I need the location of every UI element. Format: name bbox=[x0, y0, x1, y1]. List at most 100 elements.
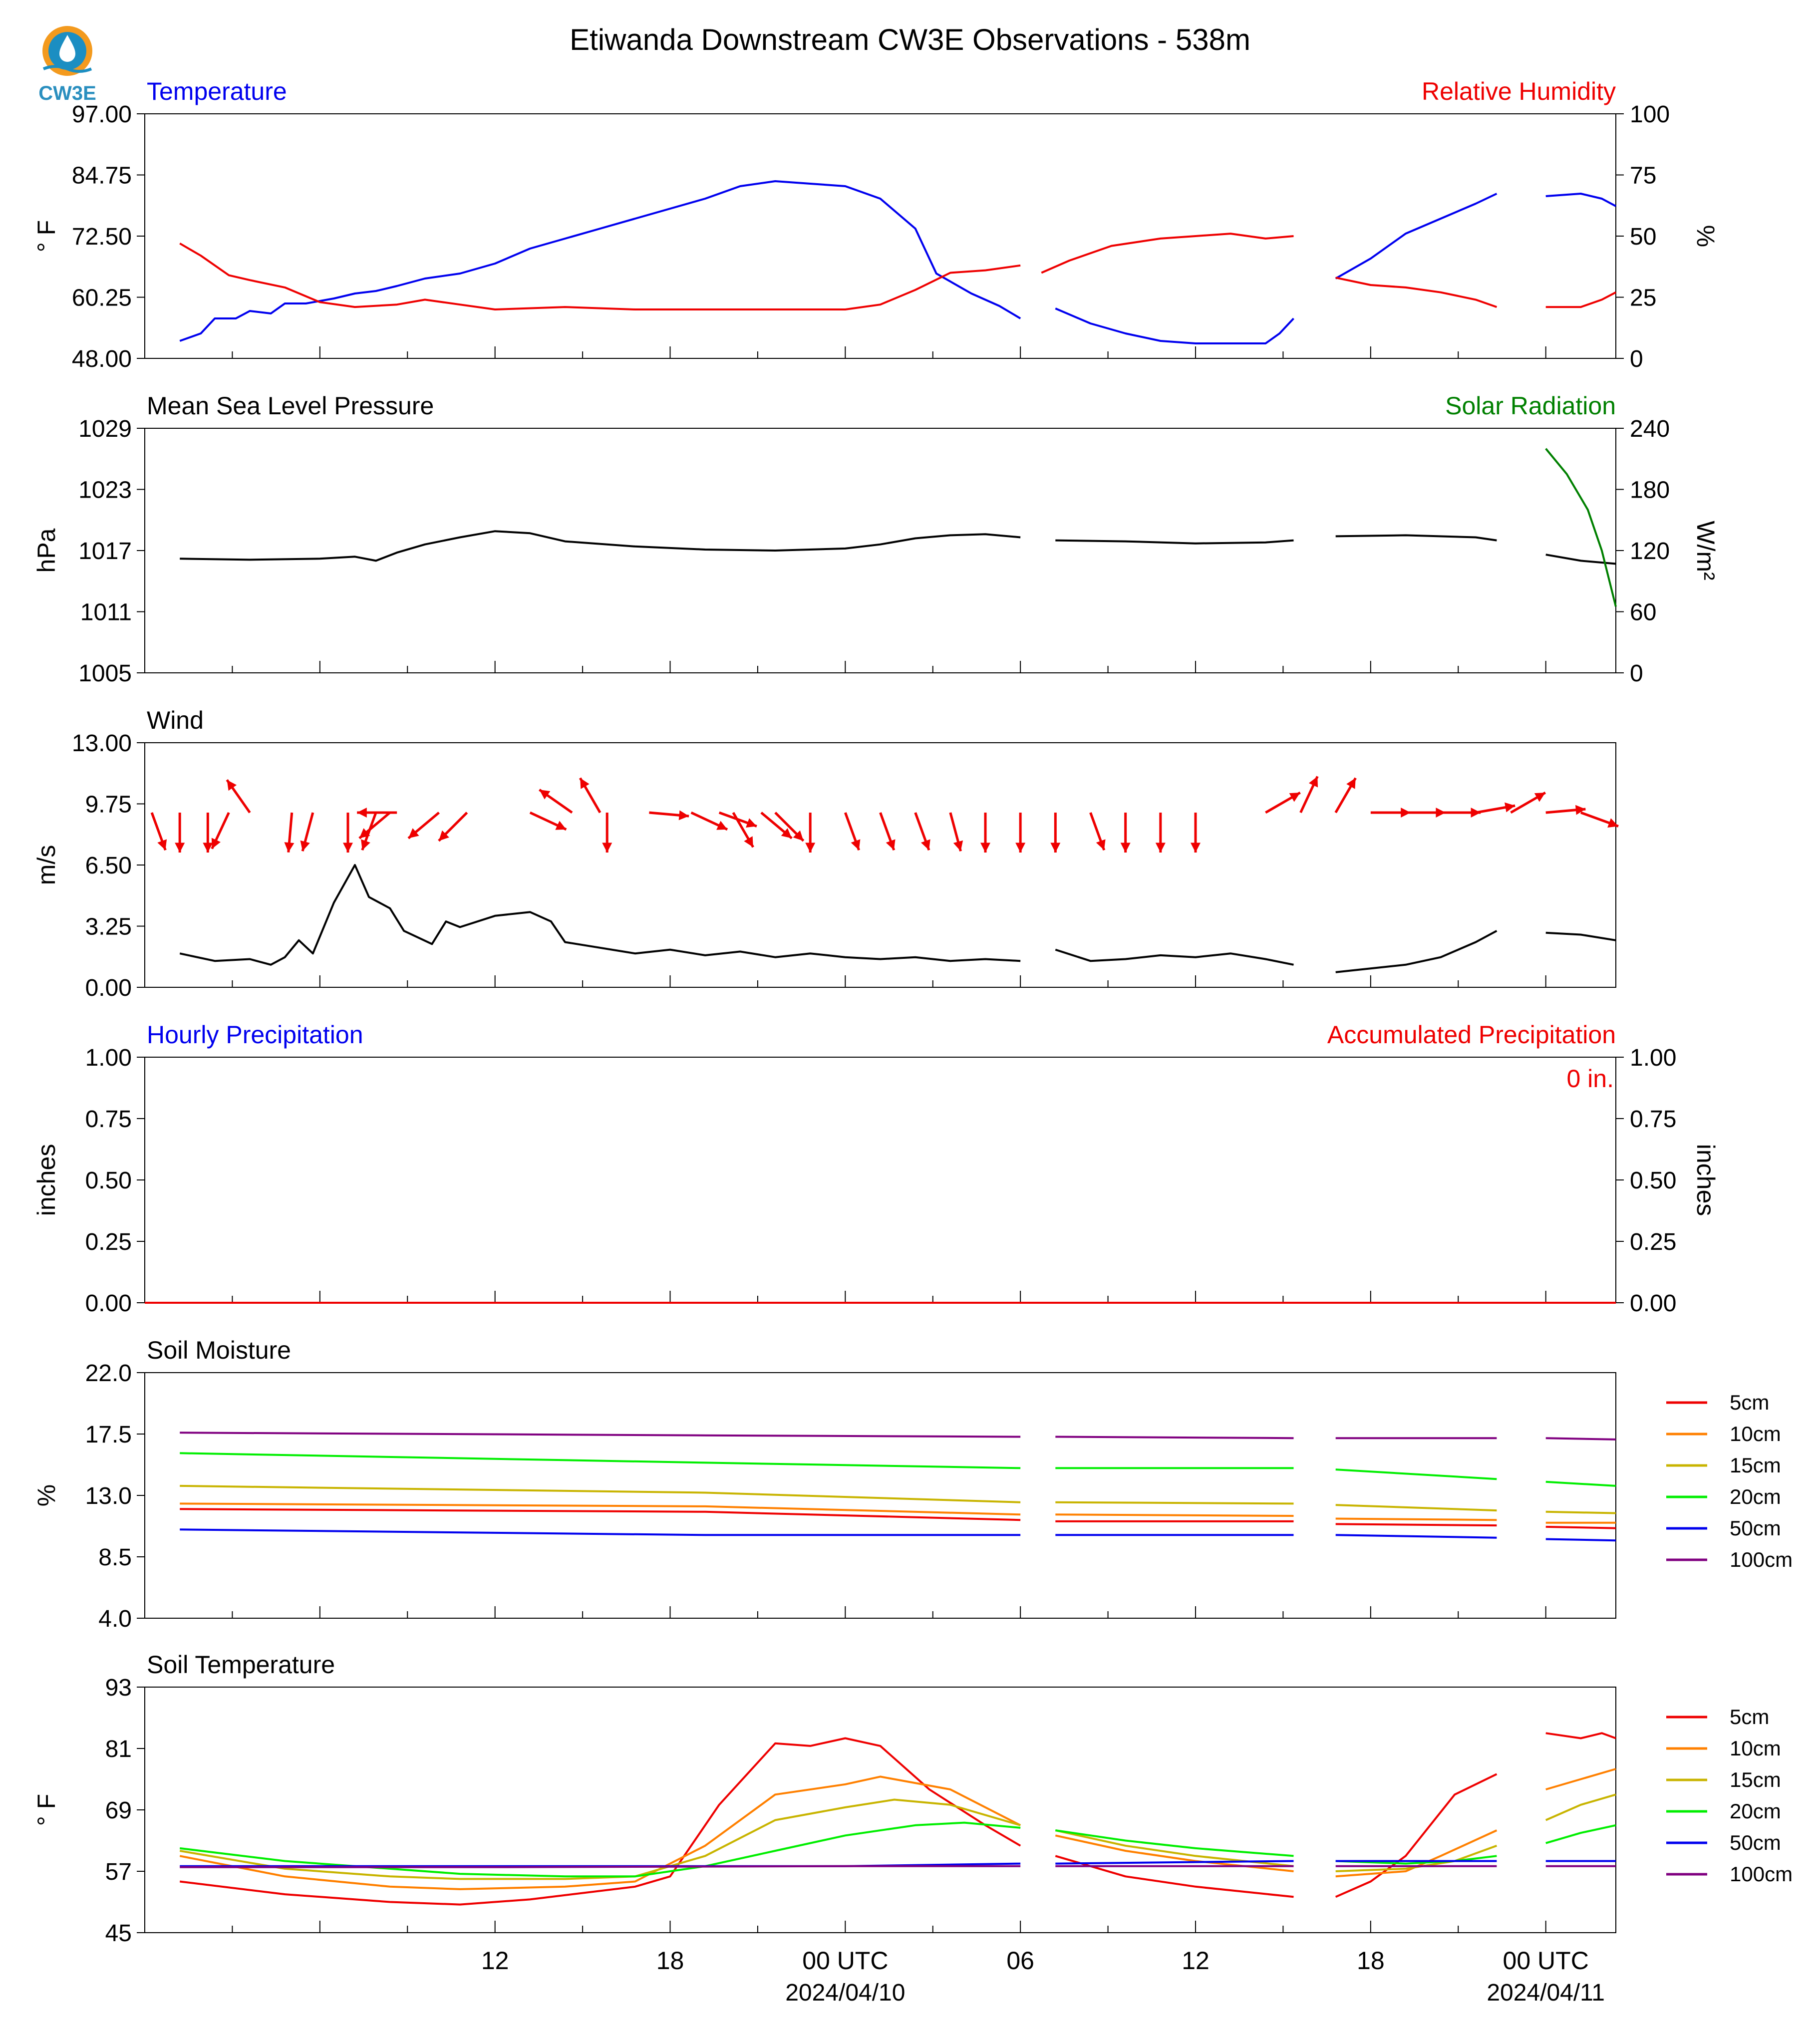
panel-frame bbox=[144, 1057, 1616, 1303]
wind-arrow-head bbox=[539, 790, 551, 800]
panel-title-right: Accumulated Precipitation bbox=[1327, 1021, 1616, 1049]
panel-title: Mean Sea Level Pressure bbox=[147, 392, 434, 420]
series-line-temperature bbox=[1545, 193, 1616, 207]
y-tick-label: 57 bbox=[105, 1859, 132, 1885]
series-line-100cm bbox=[1545, 1437, 1616, 1441]
x-tick-label: 18 bbox=[656, 1947, 684, 1975]
wind-arrow-head bbox=[1308, 776, 1318, 788]
x-tick-label: 00 UTC bbox=[1503, 1947, 1589, 1975]
panel-frame bbox=[144, 1372, 1616, 1619]
series-line-20cm bbox=[180, 1452, 1021, 1469]
y-tick-label: 48.00 bbox=[72, 346, 132, 372]
series-line-10cm bbox=[179, 1775, 1021, 1890]
series-line-5cm bbox=[1335, 1773, 1498, 1898]
wind-arrow-head bbox=[284, 842, 295, 853]
wind-arrow-head bbox=[744, 836, 753, 848]
y-tick-label-right: 0.25 bbox=[1630, 1229, 1676, 1255]
legend-label: 20cm bbox=[1730, 1799, 1781, 1823]
wind-arrow-head bbox=[781, 828, 792, 839]
y-tick-label-right: 0.50 bbox=[1630, 1167, 1676, 1194]
y-tick-label: 8.5 bbox=[98, 1544, 132, 1571]
wind-arrow-head bbox=[1289, 793, 1300, 802]
y-tick-label-right: 0.75 bbox=[1630, 1106, 1676, 1133]
y-axis-label: inches bbox=[32, 1144, 60, 1216]
y-tick-label-right: 60 bbox=[1630, 599, 1656, 626]
series-line-20cm bbox=[1335, 1468, 1497, 1480]
series-line-15cm bbox=[1335, 1844, 1498, 1872]
series-line-wind bbox=[1055, 948, 1294, 966]
series-line-10cm bbox=[1055, 1513, 1294, 1517]
y-axis-label: m/s bbox=[32, 845, 60, 885]
legend-label: 5cm bbox=[1730, 1391, 1769, 1414]
y-tick-label-right: 0 bbox=[1630, 660, 1643, 687]
wind-arrow-head bbox=[602, 843, 612, 853]
series-line-50cm bbox=[1335, 1534, 1497, 1539]
series-line-15cm bbox=[1055, 1501, 1294, 1505]
legend-label: 5cm bbox=[1730, 1705, 1769, 1729]
series-line-mean-sea-level-pressure bbox=[1335, 534, 1497, 542]
series-line-10cm bbox=[180, 1502, 1021, 1516]
wind-arrow-head bbox=[953, 840, 963, 852]
y-tick-label-right: 1.00 bbox=[1630, 1045, 1676, 1071]
wind-arrow-head bbox=[203, 843, 213, 853]
series-line-15cm bbox=[1545, 1510, 1616, 1514]
y-tick-label: 0.00 bbox=[85, 975, 132, 1001]
series-line-50cm bbox=[180, 1528, 1021, 1536]
series-line-20cm bbox=[1545, 1824, 1616, 1844]
y-tick-label: 0.25 bbox=[85, 1229, 132, 1255]
y-tick-label: 97.00 bbox=[72, 101, 132, 128]
series-line-mean-sea-level-pressure bbox=[1545, 448, 1617, 607]
x-tick-sublabel: 2024/04/10 bbox=[785, 1980, 905, 2006]
y-axis-label-right: W/m² bbox=[1692, 521, 1720, 580]
wind-arrow-head bbox=[342, 843, 353, 853]
y-tick-label: 3.25 bbox=[85, 914, 132, 940]
x-tick-label: 18 bbox=[1357, 1947, 1385, 1975]
wind-arrow-head bbox=[678, 810, 689, 821]
y-tick-label: 1029 bbox=[78, 416, 132, 442]
wind-arrow-head bbox=[357, 808, 367, 818]
series-line-50cm bbox=[1545, 1538, 1616, 1542]
series-line-15cm bbox=[180, 1484, 1021, 1503]
y-tick-label-right: 50 bbox=[1630, 224, 1656, 250]
series-line-mean-sea-level-pressure bbox=[180, 530, 1021, 562]
series-line-15cm bbox=[1335, 1504, 1497, 1512]
x-tick-label: 12 bbox=[1182, 1947, 1210, 1975]
wind-arrow-head bbox=[1505, 802, 1516, 813]
legend-label: 50cm bbox=[1730, 1831, 1781, 1854]
accumulated-total-label: 0 in. bbox=[1566, 1065, 1614, 1093]
y-tick-label: 0.50 bbox=[85, 1167, 132, 1194]
series-line-wind bbox=[1545, 931, 1616, 941]
wind-arrow-head bbox=[1015, 843, 1026, 853]
series-line-5cm bbox=[180, 1508, 1021, 1521]
y-axis-label-right: inches bbox=[1692, 1144, 1720, 1216]
wind-arrow-head bbox=[805, 843, 816, 853]
series-line-10cm bbox=[1545, 1768, 1616, 1790]
legend-label: 100cm bbox=[1730, 1548, 1793, 1571]
panel-frame bbox=[144, 113, 1616, 359]
panel-frame bbox=[144, 428, 1616, 673]
wind-arrow-head bbox=[716, 821, 728, 830]
y-tick-label: 1.00 bbox=[85, 1045, 132, 1071]
series-line-100cm bbox=[1055, 1436, 1294, 1440]
wind-arrow-head bbox=[920, 839, 930, 851]
y-tick-label: 17.5 bbox=[85, 1422, 132, 1448]
y-axis-label-right: % bbox=[1692, 225, 1720, 247]
legend-label: 15cm bbox=[1730, 1768, 1781, 1791]
y-tick-label: 9.75 bbox=[85, 792, 132, 818]
series-line-15cm bbox=[1545, 1793, 1616, 1821]
wind-arrow-head bbox=[175, 843, 185, 853]
wind-arrow-head bbox=[227, 780, 237, 791]
series-line-100cm bbox=[180, 1865, 1021, 1868]
series-line-100cm bbox=[180, 1432, 1021, 1438]
series-line-50cm bbox=[1055, 1860, 1294, 1865]
wind-arrow-head bbox=[157, 839, 167, 851]
series-line-5cm bbox=[1335, 1523, 1497, 1527]
series-line-temperature bbox=[179, 180, 1021, 342]
legend-label: 50cm bbox=[1730, 1516, 1781, 1540]
legend-label: 10cm bbox=[1730, 1422, 1781, 1446]
panel-title: Soil Temperature bbox=[147, 1651, 335, 1679]
y-tick-label: 6.50 bbox=[85, 853, 132, 879]
series-line-5cm bbox=[1545, 1732, 1616, 1739]
y-tick-label-right: 240 bbox=[1630, 416, 1670, 442]
